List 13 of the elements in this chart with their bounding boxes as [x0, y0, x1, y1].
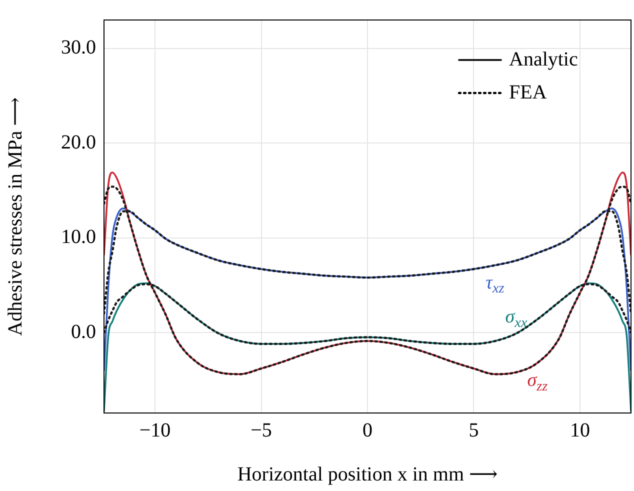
y-axis-title: Adhesive stresses in MPa ⟶	[4, 97, 26, 336]
x-tick-label: 0	[362, 419, 372, 442]
y-tick-label: 20.0	[61, 131, 96, 154]
y-tick-label: 30.0	[61, 36, 96, 59]
y-tick-label: 10.0	[61, 226, 96, 248]
annotation: Analytic	[509, 48, 578, 70]
x-tick-label: −10	[139, 419, 171, 442]
x-tick-label: 5	[468, 419, 479, 442]
y-tick-label: 0.0	[71, 320, 96, 343]
annotation: FEA	[509, 81, 548, 104]
x-tick-label: −5	[250, 419, 272, 442]
x-axis-title: Horizontal position x in mm ⟶	[237, 463, 498, 486]
x-tick-label: 10	[570, 419, 590, 442]
